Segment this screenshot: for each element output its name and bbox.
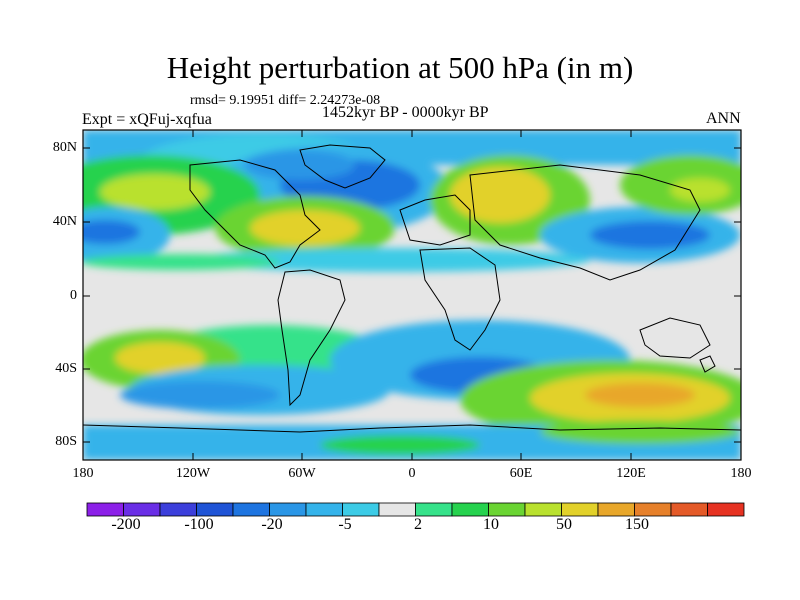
colorbar-box <box>524 502 562 517</box>
colorbar-label: 150 <box>625 516 649 533</box>
period-label: 1452kyr BP - 0000kyr BP <box>322 104 489 121</box>
xtick-label: 60E <box>509 466 533 481</box>
ytick-label: 80S <box>55 434 77 449</box>
colorbar-box <box>561 502 599 517</box>
contour-field <box>83 130 741 460</box>
colorbar-label: -100 <box>184 516 214 533</box>
colorbar-box <box>86 502 124 517</box>
experiment-label: Expt = xQFuj-xqfua <box>82 111 212 128</box>
colorbar-label: -200 <box>111 516 141 533</box>
colorbar-box <box>415 502 453 517</box>
ytick-label: 40S <box>55 361 77 376</box>
colorbar-box <box>232 502 270 517</box>
xtick-label: 120W <box>175 466 211 481</box>
colorbar-box <box>451 502 489 517</box>
colorbar-box <box>488 502 526 517</box>
ytick-label: 0 <box>70 288 77 303</box>
colorbar-box <box>670 502 708 517</box>
xtick-label: 0 <box>408 466 416 481</box>
axis-ticks <box>82 130 742 460</box>
ytick-label: 80N <box>52 140 77 155</box>
xtick-label: 180 <box>72 466 94 481</box>
colorbar-label: 2 <box>414 516 422 533</box>
xtick-label: 60W <box>288 466 316 481</box>
colorbar-label: 10 <box>483 516 499 533</box>
season-label: ANN <box>706 110 741 127</box>
colorbar-box <box>305 502 343 517</box>
colorbar-box <box>269 502 307 517</box>
colorbar-box <box>707 502 745 517</box>
colorbar-box <box>123 502 161 517</box>
coastlines <box>83 144 741 433</box>
colorbar-label: -5 <box>338 516 352 533</box>
colorbar-box <box>196 502 234 517</box>
colorbar-label: 50 <box>556 516 572 533</box>
xtick-label: 180 <box>730 466 752 481</box>
colorbar-label: -20 <box>261 516 283 533</box>
colorbar-box <box>342 502 380 517</box>
map-title: Height perturbation at 500 hPa (in m) <box>166 50 634 85</box>
colorbar-box <box>159 502 197 517</box>
colorbar-box <box>597 502 635 517</box>
colorbar-box <box>634 502 672 517</box>
colorbar-box <box>378 502 416 517</box>
xtick-label: 120E <box>616 466 646 481</box>
ytick-label: 40N <box>52 214 77 229</box>
stats-line: rmsd= 9.19951 diff= 2.24273e-08 <box>190 93 381 108</box>
colorbar <box>86 502 745 517</box>
